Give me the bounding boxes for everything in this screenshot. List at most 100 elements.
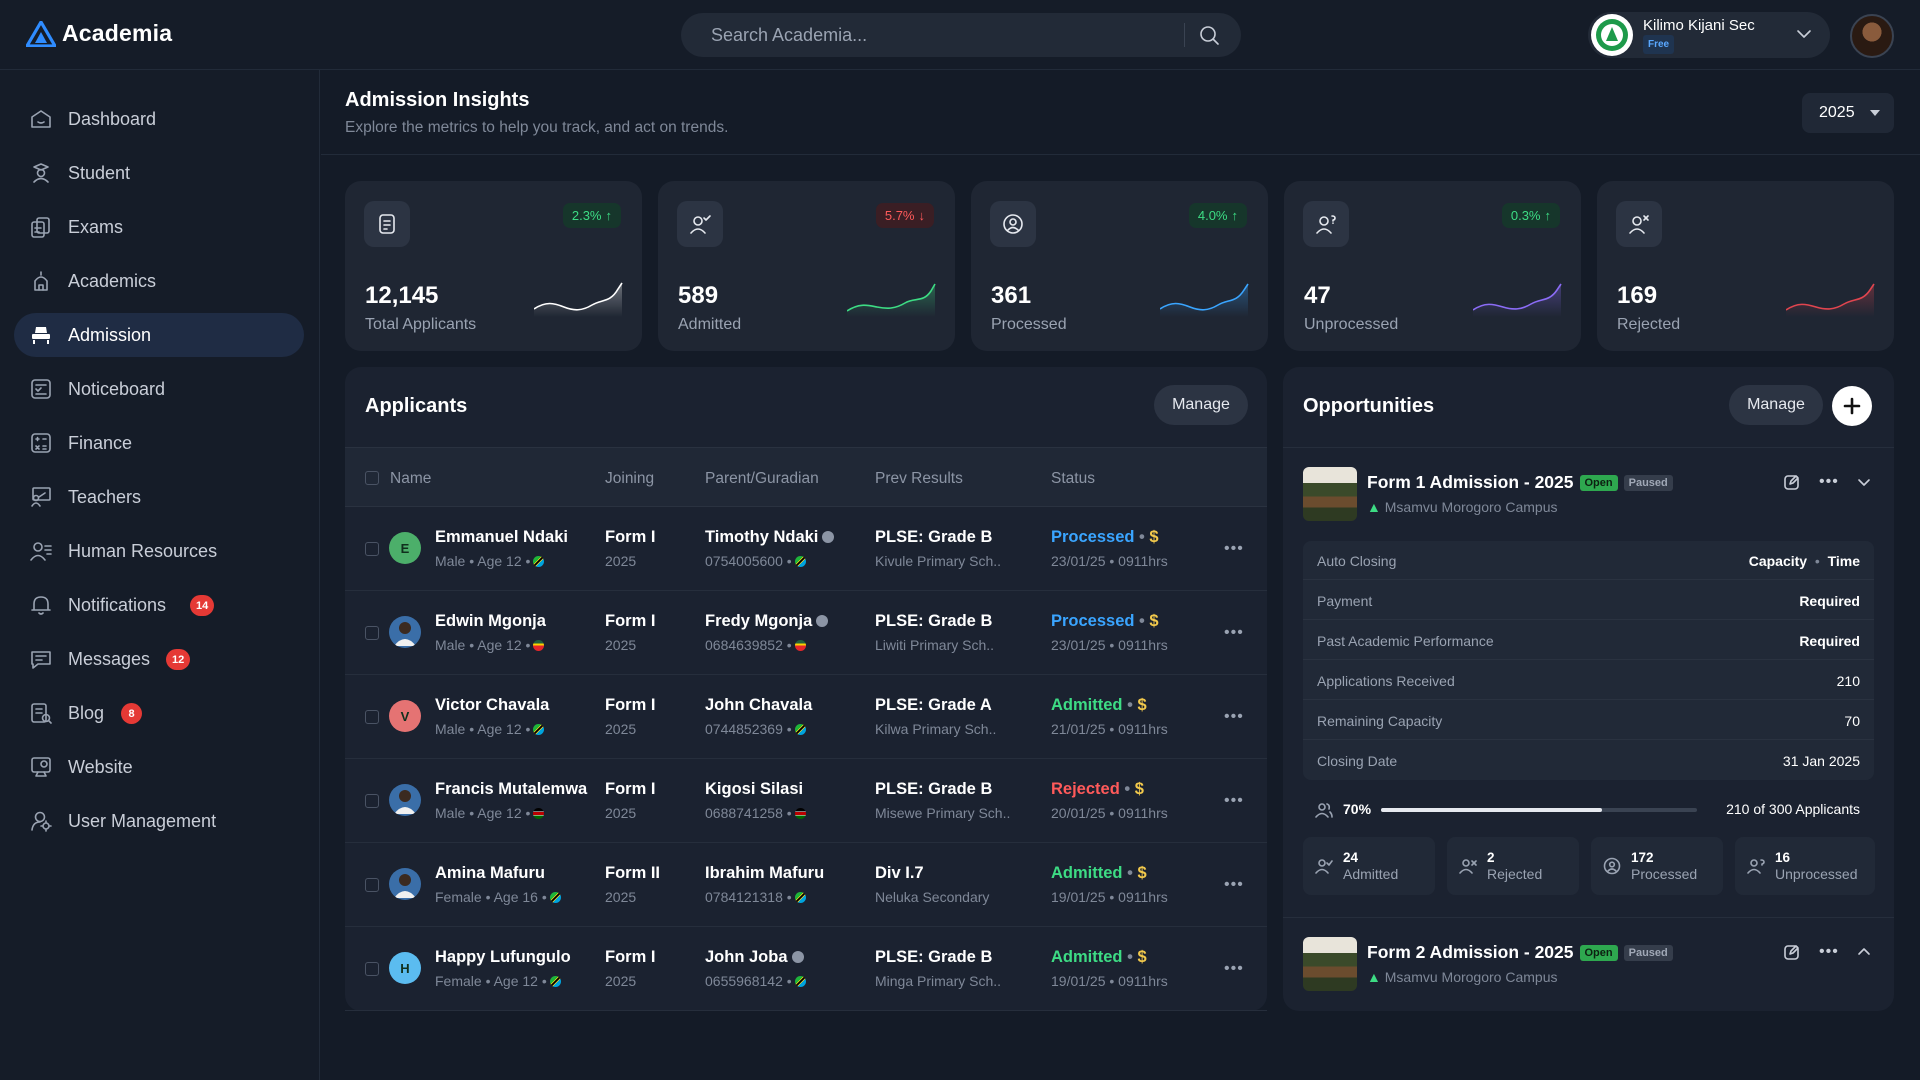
prev-school: Liwiti Primary Sch.. bbox=[875, 637, 995, 653]
sidebar-item-human-resources[interactable]: Human Resources bbox=[14, 529, 304, 573]
stat-card-rejected[interactable]: 169 Rejected bbox=[1597, 181, 1894, 351]
applicant-name[interactable]: Happy Lufungulo bbox=[435, 948, 571, 966]
sidebar-item-admission[interactable]: Admission bbox=[14, 313, 304, 357]
table-row[interactable]: Francis Mutalemwa Male • Age 12 • Form I 20… bbox=[345, 759, 1267, 843]
sidebar-item-user-management[interactable]: User Management bbox=[14, 799, 304, 843]
sidebar-item-student[interactable]: Student bbox=[14, 151, 304, 195]
column-header-parent[interactable]: Parent/Guradian bbox=[705, 470, 819, 487]
column-header-status[interactable]: Status bbox=[1051, 470, 1095, 487]
row-checkbox[interactable] bbox=[365, 962, 379, 976]
chevron-up-icon[interactable] bbox=[1857, 947, 1871, 957]
column-header-joining[interactable]: Joining bbox=[605, 470, 655, 487]
mini-stat-processed[interactable]: 172 Processed bbox=[1591, 837, 1723, 895]
top-bar: Academia Kilimo Kijani Sec Free bbox=[0, 0, 1920, 70]
mini-stat-value: 2 bbox=[1487, 850, 1495, 865]
parent-name[interactable]: John Joba bbox=[705, 948, 788, 966]
column-header-name[interactable]: Name bbox=[390, 470, 432, 487]
parent-name-wrap: Ibrahim Mafuru bbox=[705, 864, 824, 883]
arrow-up-icon: ↑ bbox=[1544, 208, 1552, 223]
payment-status: $ bbox=[1149, 528, 1159, 546]
edit-icon[interactable] bbox=[1783, 943, 1801, 961]
sidebar-item-messages[interactable]: Messages 12 bbox=[14, 637, 304, 681]
chevron-down-icon[interactable] bbox=[1857, 477, 1871, 487]
applicant-meta-text: Female • Age 12 • bbox=[435, 973, 547, 989]
table-row[interactable]: E Emmanuel Ndaki Male • Age 12 • Form I 2025… bbox=[345, 507, 1267, 591]
applicants-manage-button[interactable]: Manage bbox=[1154, 385, 1248, 425]
table-row[interactable]: Amina Mafuru Female • Age 16 • Form II 2025… bbox=[345, 843, 1267, 927]
applications-received-label: Applications Received bbox=[1317, 673, 1455, 689]
table-row[interactable]: H Happy Lufungulo Female • Age 12 • Form I 2… bbox=[345, 927, 1267, 1011]
school-name: Kilimo Kijani Sec bbox=[1643, 16, 1755, 34]
page-subtitle: Explore the metrics to help you track, a… bbox=[345, 119, 729, 136]
prev-result: PLSE: Grade B bbox=[875, 528, 993, 546]
applicant-name[interactable]: Edwin Mgonja bbox=[435, 612, 546, 630]
sidebar-item-notifications[interactable]: Notifications 14 bbox=[14, 583, 304, 627]
row-more-options-icon[interactable]: ••• bbox=[1224, 624, 1244, 641]
select-all-checkbox[interactable] bbox=[365, 471, 379, 485]
mini-stat-unprocessed[interactable]: 16 Unprocessed bbox=[1735, 837, 1875, 895]
row-more-options-icon[interactable]: ••• bbox=[1224, 540, 1244, 557]
parent-name[interactable]: Fredy Mgonja bbox=[705, 612, 813, 630]
row-checkbox[interactable] bbox=[365, 710, 379, 724]
column-header-prev-results[interactable]: Prev Results bbox=[875, 470, 963, 487]
row-more-options-icon[interactable]: ••• bbox=[1224, 708, 1244, 725]
sidebar-item-noticeboard[interactable]: Noticeboard bbox=[14, 367, 304, 411]
more-options-icon[interactable]: ••• bbox=[1819, 473, 1839, 490]
verified-icon bbox=[822, 531, 835, 543]
detail-divider bbox=[1303, 699, 1874, 700]
sidebar-item-website[interactable]: Website bbox=[14, 745, 304, 789]
mini-stat-rejected[interactable]: 2 Rejected bbox=[1447, 837, 1579, 895]
change-badge: 0.3% ↑ bbox=[1501, 203, 1560, 228]
mini-stat-admitted[interactable]: 24 Admitted bbox=[1303, 837, 1435, 895]
edit-icon[interactable] bbox=[1783, 473, 1801, 491]
stat-card-processed[interactable]: 4.0% ↑ 361 Processed bbox=[971, 181, 1268, 351]
user-avatar[interactable] bbox=[1850, 14, 1894, 58]
sidebar-item-dashboard[interactable]: Dashboard bbox=[14, 97, 304, 141]
stat-card-admitted[interactable]: 5.7% ↓ 589 Admitted bbox=[658, 181, 955, 351]
table-row[interactable]: V Victor Chavala Male • Age 12 • Form I 2025… bbox=[345, 675, 1267, 759]
year-select[interactable]: 2025 bbox=[1802, 93, 1894, 133]
applicant-name[interactable]: Emmanuel Ndaki bbox=[435, 528, 568, 546]
sidebar-item-finance[interactable]: Finance bbox=[14, 421, 304, 465]
human-resources-icon bbox=[29, 540, 53, 562]
stat-card-total-applicants[interactable]: 2.3% ↑ 12,145 Total Applicants bbox=[345, 181, 642, 351]
app-logo[interactable]: Academia bbox=[26, 20, 172, 47]
row-checkbox[interactable] bbox=[365, 878, 379, 892]
applicant-meta: Male • Age 12 • bbox=[435, 805, 545, 821]
applicant-name[interactable]: Victor Chavala bbox=[435, 696, 550, 714]
sidebar-item-blog[interactable]: Blog 8 bbox=[14, 691, 304, 735]
parent-name[interactable]: John Chavala bbox=[705, 696, 813, 714]
add-opportunity-button[interactable] bbox=[1832, 386, 1872, 426]
sidebar-item-exams[interactable]: Exams bbox=[14, 205, 304, 249]
sidebar-item-academics[interactable]: Academics bbox=[14, 259, 304, 303]
row-more-options-icon[interactable]: ••• bbox=[1224, 960, 1244, 977]
opportunities-manage-button[interactable]: Manage bbox=[1729, 385, 1823, 425]
joining-year: 2025 bbox=[605, 637, 637, 653]
opportunity-title[interactable]: Form 2 Admission - 2025 Open Paused bbox=[1367, 942, 1673, 963]
mini-stat-label: Admitted bbox=[1343, 866, 1399, 882]
row-checkbox[interactable] bbox=[365, 794, 379, 808]
row-checkbox[interactable] bbox=[365, 626, 379, 640]
page-title: Admission Insights bbox=[345, 89, 530, 111]
parent-name[interactable]: Kigosi Silasi bbox=[705, 780, 804, 798]
school-switcher[interactable]: Kilimo Kijani Sec Free bbox=[1588, 12, 1830, 58]
parent-phone-wrap: 0754005600 • bbox=[705, 553, 806, 569]
sparkline bbox=[1786, 281, 1876, 317]
mini-stat-value: 16 bbox=[1775, 850, 1791, 865]
parent-name[interactable]: Timothy Ndaki bbox=[705, 528, 819, 546]
row-more-options-icon[interactable]: ••• bbox=[1224, 792, 1244, 809]
row-more-options-icon[interactable]: ••• bbox=[1224, 876, 1244, 893]
applicant-name[interactable]: Amina Mafuru bbox=[435, 864, 546, 882]
sidebar-item-label: Finance bbox=[68, 433, 133, 453]
table-row[interactable]: Edwin Mgonja Male • Age 12 • Form I 2025 Fre… bbox=[345, 591, 1267, 675]
more-options-icon[interactable]: ••• bbox=[1819, 943, 1839, 960]
opportunity-title[interactable]: Form 1 Admission - 2025 Open Paused bbox=[1367, 472, 1673, 493]
parent-name[interactable]: Ibrahim Mafuru bbox=[705, 864, 825, 882]
stat-card-unprocessed[interactable]: 0.3% ↑ 47 Unprocessed bbox=[1284, 181, 1581, 351]
capacity-text: 210 of 300 Applicants bbox=[1726, 801, 1860, 817]
row-checkbox[interactable] bbox=[365, 542, 379, 556]
sidebar-item-teachers[interactable]: Teachers bbox=[14, 475, 304, 519]
search-icon[interactable] bbox=[1198, 24, 1220, 46]
search-input[interactable] bbox=[681, 24, 1181, 46]
applicant-name[interactable]: Francis Mutalemwa bbox=[435, 780, 588, 798]
